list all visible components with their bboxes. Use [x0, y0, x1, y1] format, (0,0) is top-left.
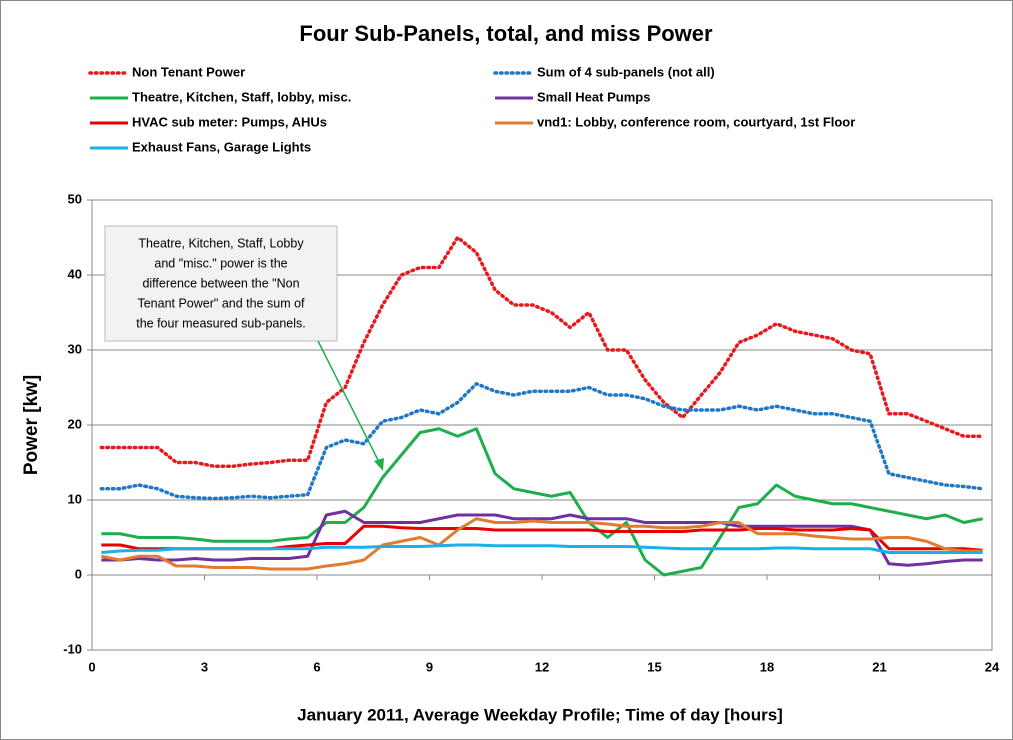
annotation-text: the four measured sub-panels. — [136, 316, 306, 330]
legend-label: HVAC sub meter: Pumps, AHUs — [132, 114, 327, 129]
legend-label: Non Tenant Power — [132, 64, 245, 79]
x-tick-label: 18 — [760, 659, 774, 674]
legend-label: Exhaust Fans, Garage Lights — [132, 139, 311, 154]
chart-title: Four Sub-Panels, total, and miss Power — [299, 21, 713, 46]
x-tick-label: 21 — [872, 659, 886, 674]
annotation-text: Tenant Power" and the sum of — [137, 296, 305, 310]
plot-frame — [91, 199, 993, 651]
x-tick-label: 6 — [313, 659, 320, 674]
y-tick-label: 40 — [68, 266, 82, 281]
legend-label: Theatre, Kitchen, Staff, lobby, misc. — [132, 89, 351, 104]
series-line — [99, 235, 985, 468]
series-line — [101, 543, 983, 554]
y-tick-label: 10 — [68, 491, 82, 506]
legend-label: vnd1: Lobby, conference room, courtyard,… — [537, 114, 855, 129]
x-tick-label: 3 — [201, 659, 208, 674]
series-line — [101, 509, 983, 567]
annotation-box — [104, 225, 338, 342]
legend-label: Small Heat Pumps — [537, 89, 650, 104]
y-axis-title: Power [kw] — [21, 375, 42, 475]
annotation-text: difference between the "Non — [142, 276, 299, 290]
x-tick-label: 24 — [985, 659, 1000, 674]
x-tick-label: 12 — [535, 659, 549, 674]
y-tick-label: 0 — [75, 566, 82, 581]
series-line — [99, 382, 985, 501]
annotation-arrow — [317, 340, 382, 467]
x-tick-label: 0 — [88, 659, 95, 674]
x-tick-label: 9 — [426, 659, 433, 674]
y-tick-label: 30 — [68, 341, 82, 356]
x-axis-title: January 2011, Average Weekday Profile; T… — [297, 705, 783, 724]
annotation-text: and "misc." power is the — [154, 256, 287, 270]
annotation-arrowhead — [374, 458, 384, 471]
y-tick-label: -10 — [63, 641, 82, 656]
y-tick-label: 20 — [68, 416, 82, 431]
series-line — [101, 517, 983, 571]
annotation-text: Theatre, Kitchen, Staff, Lobby — [138, 236, 304, 250]
series-line — [101, 427, 983, 577]
y-tick-label: 50 — [68, 191, 82, 206]
x-tick-label: 15 — [647, 659, 661, 674]
legend-label: Sum of 4 sub-panels (not all) — [537, 64, 715, 79]
